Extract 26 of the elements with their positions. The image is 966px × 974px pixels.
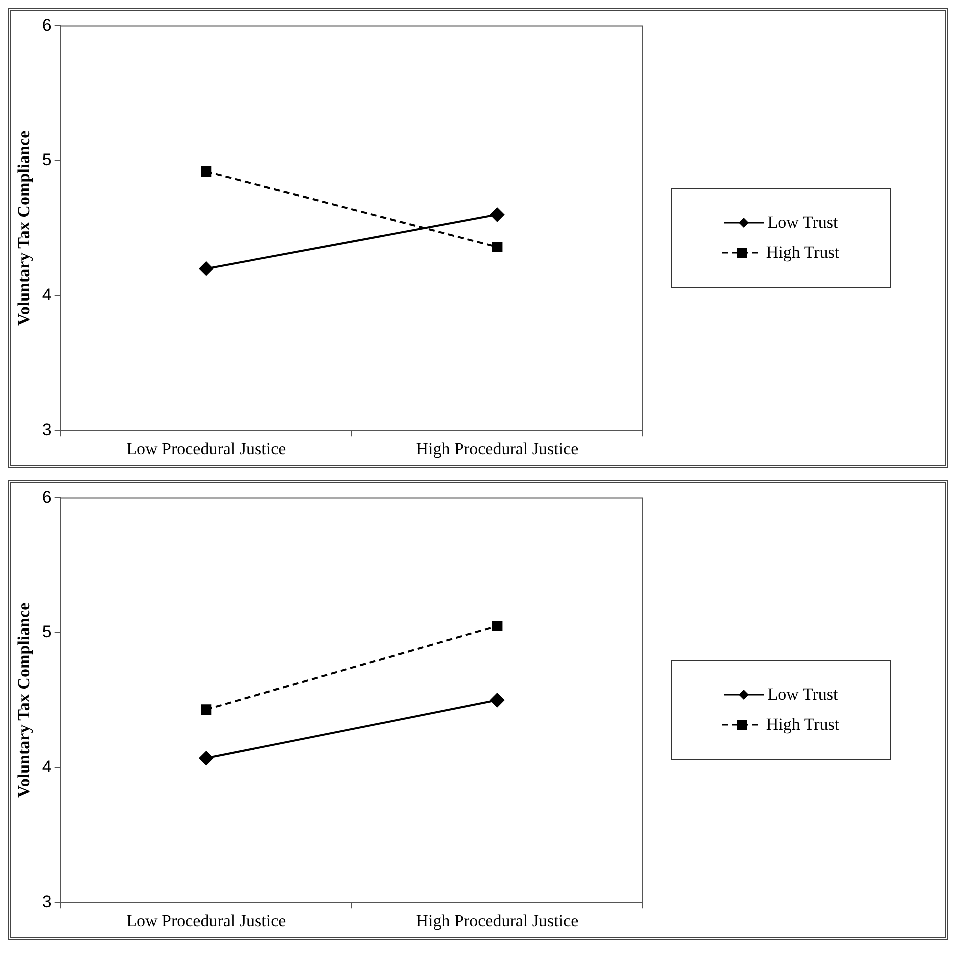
y-axis-title: Voluntary Tax Compliance xyxy=(14,130,34,326)
y-tick-label: 6 xyxy=(42,16,52,35)
y-tick-label: 5 xyxy=(42,150,52,170)
x-tick-label: High Procedural Justice xyxy=(416,911,579,930)
legend-label: Low Trust xyxy=(768,213,838,233)
y-axis-title: Voluntary Tax Compliance xyxy=(14,602,34,798)
x-tick-label: High Procedural Justice xyxy=(416,439,579,458)
x-tick-label: Low Procedural Justice xyxy=(126,911,286,930)
point xyxy=(490,208,504,222)
legend-label: High Trust xyxy=(766,243,840,263)
y-tick-label: 4 xyxy=(42,285,52,304)
y-tick-label: 3 xyxy=(42,420,52,440)
legend-label: High Trust xyxy=(766,715,840,735)
y-tick-label: 3 xyxy=(42,892,52,912)
point xyxy=(199,262,214,276)
point xyxy=(490,693,504,708)
x-tick-label: Low Procedural Justice xyxy=(126,439,286,458)
legend-label: Low Trust xyxy=(768,685,838,705)
point xyxy=(201,166,212,178)
y-tick-label: 6 xyxy=(42,488,52,507)
point xyxy=(201,704,212,716)
point xyxy=(492,242,503,253)
y-tick-label: 4 xyxy=(42,757,52,776)
y-tick-label: 5 xyxy=(42,622,52,642)
point xyxy=(492,621,503,632)
point xyxy=(199,751,214,766)
